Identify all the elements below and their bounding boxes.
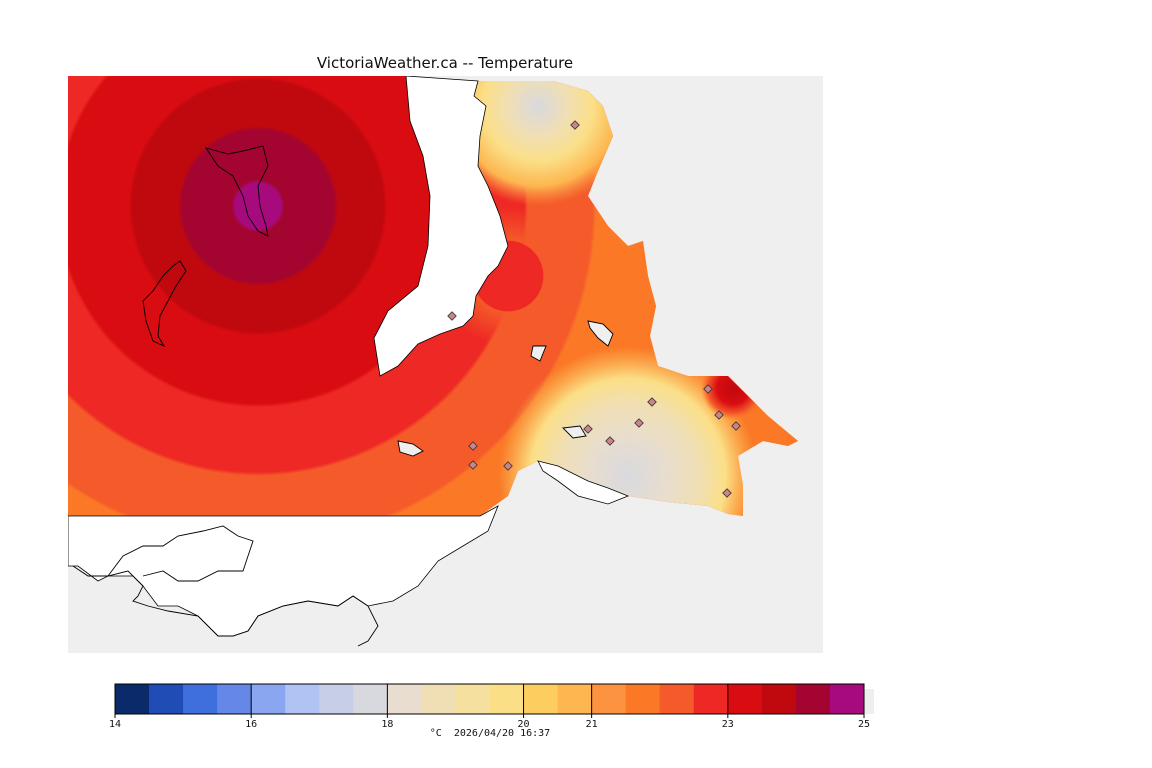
timestamp: 2026/04/20 16:37	[453, 728, 551, 739]
chart-title: VictoriaWeather.ca -- Temperature	[316, 54, 574, 72]
temperature-map[interactable]	[68, 76, 823, 653]
station-marker-icon[interactable]	[468, 441, 478, 451]
colorbar-bin	[625, 684, 661, 714]
colorbar-bin	[489, 684, 525, 714]
colorbar-bin	[421, 684, 456, 714]
station-marker-icon[interactable]	[583, 424, 593, 434]
colorbar-bin	[761, 684, 797, 714]
colorbar-ticks: 14 16 18 20 21 23 25	[109, 684, 870, 730]
colorbar-shadow	[864, 689, 874, 714]
colorbar-frame	[114, 683, 865, 715]
colorbar-bin	[387, 684, 422, 714]
colorbar-bin	[115, 684, 150, 714]
colorbar-bin	[455, 684, 490, 714]
station-markers	[447, 120, 741, 498]
station-marker-icon[interactable]	[731, 421, 741, 431]
colorbar-bin	[591, 684, 627, 714]
colorbar-bin	[693, 684, 729, 714]
colorbar-bin	[319, 684, 354, 714]
colorbar-bin	[557, 684, 593, 714]
station-marker-icon[interactable]	[503, 461, 513, 471]
colorbar-bin	[829, 684, 865, 714]
colorbar-bin	[353, 684, 388, 714]
station-marker-icon[interactable]	[722, 488, 732, 498]
station-marker-icon[interactable]	[605, 436, 615, 446]
colorbar-bin	[285, 684, 320, 714]
coastline	[72, 145, 614, 647]
colorbar-bin	[727, 684, 763, 714]
colorbar-bin	[183, 684, 218, 714]
colorbar-bin	[659, 684, 695, 714]
colorbar-bin	[149, 684, 184, 714]
station-marker-icon[interactable]	[714, 410, 724, 420]
unit-label: °C	[429, 728, 442, 739]
colorbar-bin	[251, 684, 286, 714]
colorbar-bin	[523, 684, 559, 714]
station-marker-icon[interactable]	[703, 384, 713, 394]
colorbar-bin	[795, 684, 831, 714]
colorbar-footer: °C 2026/04/20 16:37	[0, 728, 980, 739]
colorbar-bins	[115, 684, 874, 714]
station-marker-icon[interactable]	[647, 397, 657, 407]
colorbar-bin	[217, 684, 252, 714]
station-marker-icon[interactable]	[447, 311, 457, 321]
water-bodies	[68, 76, 630, 637]
station-marker-icon[interactable]	[634, 418, 644, 428]
station-marker-icon[interactable]	[468, 460, 478, 470]
station-marker-icon[interactable]	[570, 120, 580, 130]
